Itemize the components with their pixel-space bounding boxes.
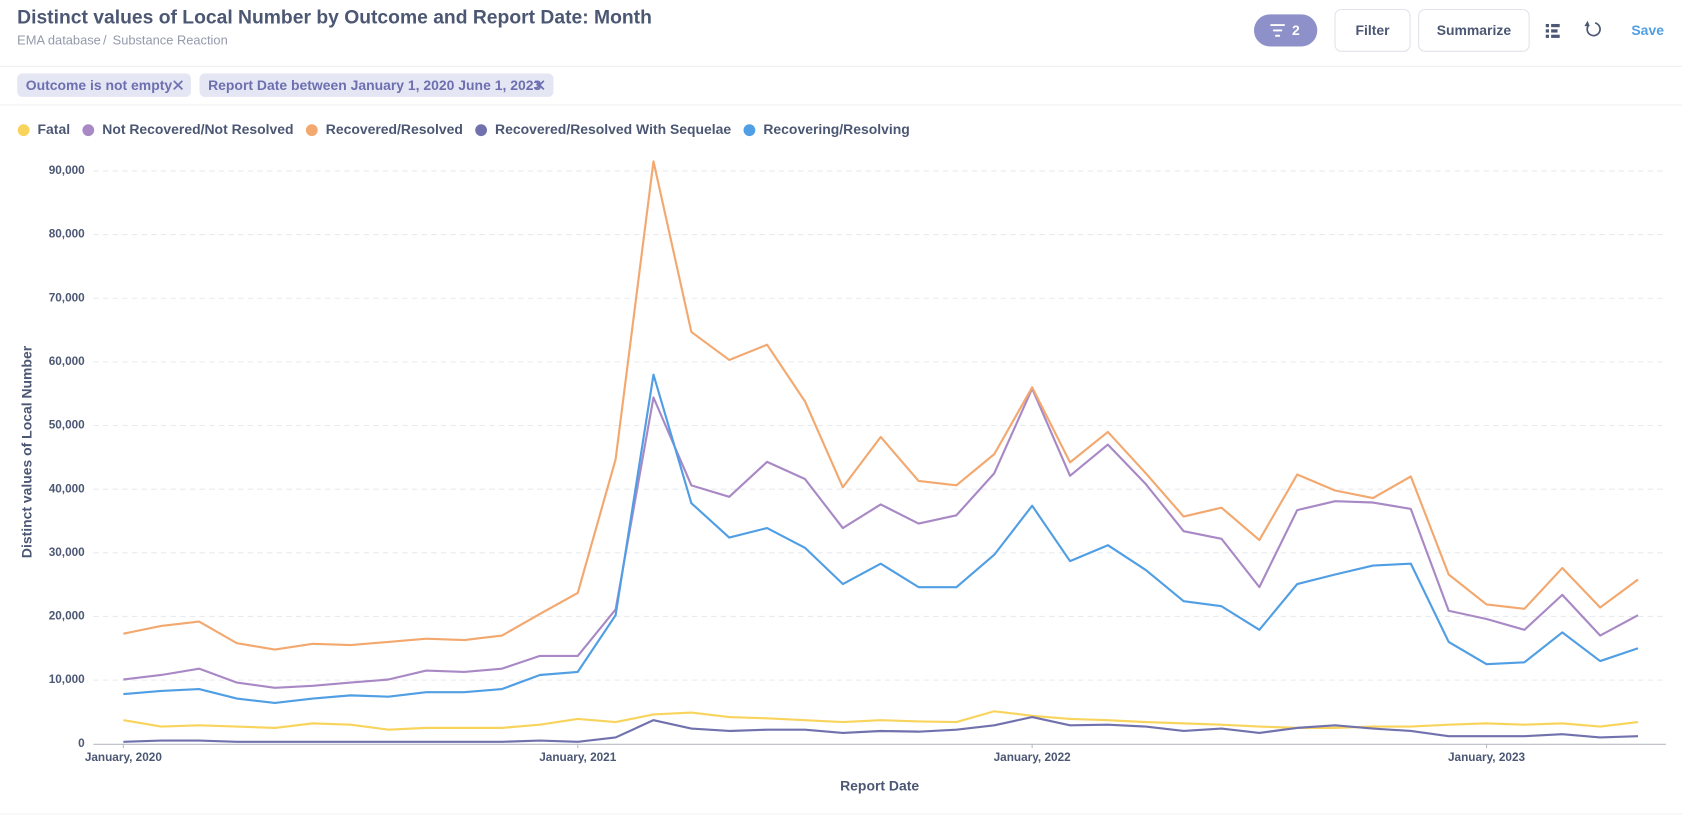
line-series	[123, 387, 1639, 689]
y-tick-label: 70,000	[49, 291, 85, 304]
line-series	[123, 160, 1639, 651]
title: Distinct values of Local Number by Outco…	[17, 8, 652, 29]
breadcrumb-separator: /	[103, 33, 107, 48]
pill-label: Outcome is not empty	[26, 77, 173, 93]
y-tick-label: 90,000	[49, 164, 85, 177]
x-tick-label: January, 2020	[85, 751, 163, 764]
legend-swatch	[17, 124, 30, 137]
pill-bg	[17, 73, 191, 97]
legend-item[interactable]: Recovered/Resolved With Sequelae	[475, 121, 731, 137]
filter-button[interactable]: Filter	[1334, 8, 1411, 52]
legend-item[interactable]: Not Recovered/Not Resolved	[82, 121, 294, 137]
pill-label: Report Date between January 1, 2020 June…	[208, 77, 541, 93]
legend-item[interactable]: Recovering/Resolving	[743, 121, 910, 137]
legend-label: Recovered/Resolved	[326, 121, 463, 137]
remove-icon[interactable]	[173, 80, 183, 91]
y-tick-label: 80,000	[49, 228, 85, 241]
y-tick-label: 10,000	[49, 673, 85, 686]
line-series	[123, 373, 1639, 705]
breadcrumb[interactable]: Substance Reaction	[113, 33, 228, 48]
line-series	[123, 710, 1639, 731]
breadcrumb[interactable]: EMA database	[17, 33, 101, 48]
y-tick-label: 0	[78, 737, 85, 750]
legend-swatch	[305, 124, 318, 137]
legend-label: Fatal	[38, 121, 71, 137]
button-bg	[1253, 14, 1318, 47]
save-button[interactable]: Save	[1631, 22, 1664, 38]
legend-swatch	[82, 124, 95, 137]
summarize-button[interactable]: Summarize	[1418, 8, 1530, 52]
pill-bg	[199, 73, 554, 97]
filter-pill[interactable]: Report Date between January 1, 2020 June…	[199, 73, 554, 97]
y-tick-label: 60,000	[49, 355, 85, 368]
line-series	[123, 715, 1639, 743]
button-bg	[1334, 8, 1411, 52]
legend-label: Recovering/Resolving	[763, 121, 909, 137]
x-tick-label: January, 2022	[994, 751, 1072, 764]
y-tick-label: 50,000	[49, 419, 85, 432]
legend-item[interactable]: Recovered/Resolved	[305, 121, 463, 137]
legend-swatch	[475, 124, 488, 137]
refresh-icon[interactable]	[1584, 20, 1601, 37]
filter-count: 2	[1292, 22, 1300, 38]
filter-pill[interactable]: Outcome is not empty	[17, 73, 191, 97]
button-bg	[1418, 8, 1530, 52]
y-tick-label: 20,000	[49, 610, 85, 623]
remove-icon[interactable]	[534, 80, 545, 91]
legend-label: Not Recovered/Not Resolved	[102, 121, 293, 137]
filter-icon	[1270, 24, 1285, 37]
y-tick-label: 30,000	[49, 546, 85, 559]
x-axis-label: Report Date	[840, 777, 919, 793]
legend-label: Recovered/Resolved With Sequelae	[495, 121, 731, 137]
button-label: Summarize	[1437, 22, 1512, 38]
filter-count-button[interactable]: 2	[1253, 14, 1318, 47]
list-icon[interactable]	[1545, 23, 1560, 38]
y-tick-label: 40,000	[49, 482, 85, 495]
legend-swatch	[743, 124, 756, 137]
x-tick-label: January, 2023	[1448, 751, 1526, 764]
y-axis-label: Distinct values of Local Number	[19, 345, 35, 558]
legend-item[interactable]: Fatal	[17, 121, 71, 137]
x-tick-label: January, 2021	[539, 751, 617, 764]
button-label: Filter	[1355, 22, 1390, 38]
